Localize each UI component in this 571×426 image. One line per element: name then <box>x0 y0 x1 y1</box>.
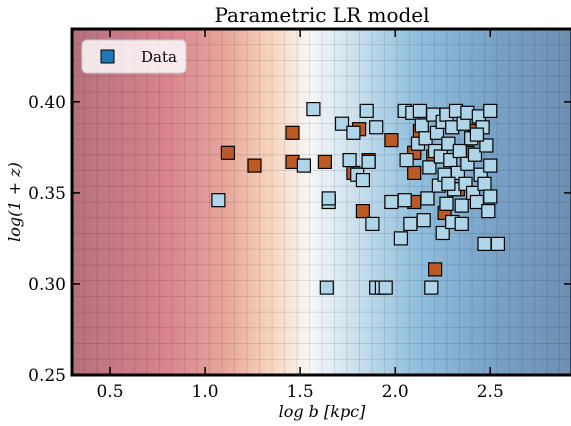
y-tick-label: 0.30 <box>28 275 66 295</box>
data-point-blue <box>435 225 450 241</box>
x-tick-label: 2.0 <box>382 382 409 402</box>
y-tick-label: 0.35 <box>28 184 66 204</box>
data-point-blue <box>397 193 412 208</box>
data-point-blue <box>321 191 336 206</box>
y-tick-label: 0.40 <box>28 93 66 113</box>
data-point-blue <box>211 193 226 208</box>
legend-box <box>81 39 187 74</box>
y-axis-label: log(1 + z) <box>5 162 24 242</box>
data-point-blue <box>346 125 361 140</box>
data-point-blue <box>454 216 469 231</box>
data-point-blue <box>365 216 380 231</box>
data-point-blue <box>384 194 399 210</box>
data-point-blue <box>369 120 384 135</box>
legend-marker <box>100 49 115 64</box>
data-point-blue <box>399 153 414 168</box>
data-point-blue <box>342 153 357 168</box>
x-tick-label: 1.5 <box>287 382 314 402</box>
data-point-blue <box>439 196 454 211</box>
data-point-blue <box>412 103 427 119</box>
axis-ticks: 0.5 1.0 1.5 2.0 2.5 0.25 0.30 0.35 0.40 <box>28 29 571 402</box>
data-point-blue <box>422 160 437 175</box>
data-point-blue <box>319 280 334 295</box>
data-point-blue <box>378 280 393 295</box>
data-point-blue <box>483 103 498 119</box>
x-axis-label: log b [kpc] <box>279 402 367 421</box>
y-tick-label: 0.25 <box>28 366 66 386</box>
x-tick-label: 2.5 <box>477 382 504 402</box>
legend-label: Data <box>141 48 177 66</box>
legend: Data <box>81 39 187 74</box>
data-point-blue <box>452 143 467 159</box>
data-point-blue <box>454 198 469 213</box>
data-points <box>211 101 505 295</box>
data-point-blue <box>483 189 498 204</box>
data-point-blue <box>355 173 370 188</box>
data-point-orange <box>285 125 300 140</box>
data-point-blue <box>416 213 431 228</box>
data-point-blue <box>403 216 418 231</box>
x-tick-label: 1.0 <box>192 382 219 402</box>
data-point-blue <box>424 280 439 295</box>
data-point-orange <box>384 133 399 148</box>
data-point-blue <box>420 191 435 206</box>
data-point-blue <box>469 127 484 142</box>
data-point-orange <box>428 262 443 277</box>
data-point-blue <box>490 236 505 251</box>
data-point-orange <box>317 154 332 169</box>
data-point-orange <box>247 158 262 173</box>
data-point-blue <box>359 103 374 119</box>
data-point-blue <box>477 176 492 191</box>
data-point-blue <box>441 176 456 191</box>
data-point-blue <box>483 158 498 173</box>
data-point-blue <box>296 158 311 173</box>
data-point-blue <box>361 154 376 169</box>
data-point-orange <box>355 204 370 219</box>
data-point-blue <box>393 231 408 246</box>
plot-frame <box>70 27 571 377</box>
data-point-orange <box>407 165 422 180</box>
data-point-blue <box>467 147 483 162</box>
chart-title: Parametric LR model <box>214 3 429 27</box>
data-point-blue <box>479 138 494 153</box>
data-point-blue <box>477 236 492 251</box>
data-point-blue <box>306 101 321 117</box>
data-point-blue <box>441 136 456 151</box>
x-tick-label: 0.5 <box>96 382 123 402</box>
data-point-blue <box>334 116 350 131</box>
data-point-blue <box>481 204 496 219</box>
data-point-orange <box>220 145 235 160</box>
